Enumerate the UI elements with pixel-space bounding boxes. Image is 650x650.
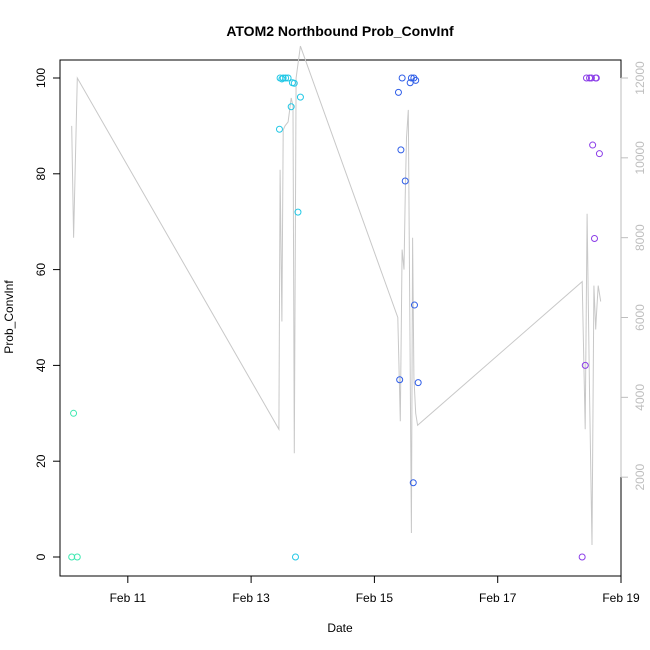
data-point <box>287 103 295 111</box>
data-point <box>582 74 590 82</box>
data-point <box>394 88 402 96</box>
series-line <box>71 45 602 546</box>
x-axis-label: Date <box>327 621 353 635</box>
data-point <box>581 361 589 369</box>
data-point <box>275 125 283 133</box>
line-layer <box>71 45 602 546</box>
data-point <box>291 553 299 561</box>
data-point <box>578 553 586 561</box>
data-point <box>397 146 405 154</box>
x-tick-label: Feb 15 <box>356 591 394 605</box>
data-point <box>414 379 422 387</box>
data-point <box>282 74 290 82</box>
y2-tick-label: 12000 <box>633 61 647 95</box>
axis-layer: Feb 11 Feb 13 Feb 15 Feb 17 Feb 19 0 20 40 60 80 1… <box>34 61 647 605</box>
data-point <box>409 479 417 487</box>
plot-frame <box>59 59 622 577</box>
y-tick-label: 0 <box>34 553 48 560</box>
data-point <box>284 74 292 82</box>
data-point <box>296 93 304 101</box>
y-tick-label: 60 <box>34 263 48 277</box>
data-point <box>595 150 603 158</box>
x-tick-label: Feb 19 <box>602 591 640 605</box>
x-tick-label: Feb 13 <box>232 591 270 605</box>
y2-tick-label: 6000 <box>633 304 647 331</box>
data-point <box>279 74 287 82</box>
y-tick-label: 100 <box>34 68 48 88</box>
x-tick-label: Feb 11 <box>110 591 147 605</box>
data-point <box>592 74 600 82</box>
data-point <box>398 74 406 82</box>
data-point <box>590 234 598 242</box>
y-tick-label: 80 <box>34 167 48 181</box>
y2-tick-label: 4000 <box>633 384 647 411</box>
y-tick-label: 40 <box>34 358 48 372</box>
data-point <box>396 376 404 384</box>
y2-tick-label: 2000 <box>633 463 647 490</box>
data-point <box>294 208 302 216</box>
data-point <box>70 409 78 417</box>
data-point <box>401 177 409 185</box>
data-point <box>290 79 298 87</box>
y-tick-label: 20 <box>34 454 48 468</box>
data-point <box>410 301 418 309</box>
data-point <box>73 553 81 561</box>
chart-title: ATOM2 Northbound Prob_ConvInf <box>226 23 454 39</box>
y-axis-label: Prob_ConvInf <box>2 280 16 354</box>
x-tick-label: Feb 17 <box>479 591 517 605</box>
point-layer <box>68 74 603 561</box>
data-point <box>587 74 595 82</box>
y2-tick-label: 8000 <box>633 224 647 251</box>
data-point <box>412 76 420 84</box>
data-point <box>589 141 597 149</box>
y2-tick-label: 10000 <box>633 141 647 175</box>
